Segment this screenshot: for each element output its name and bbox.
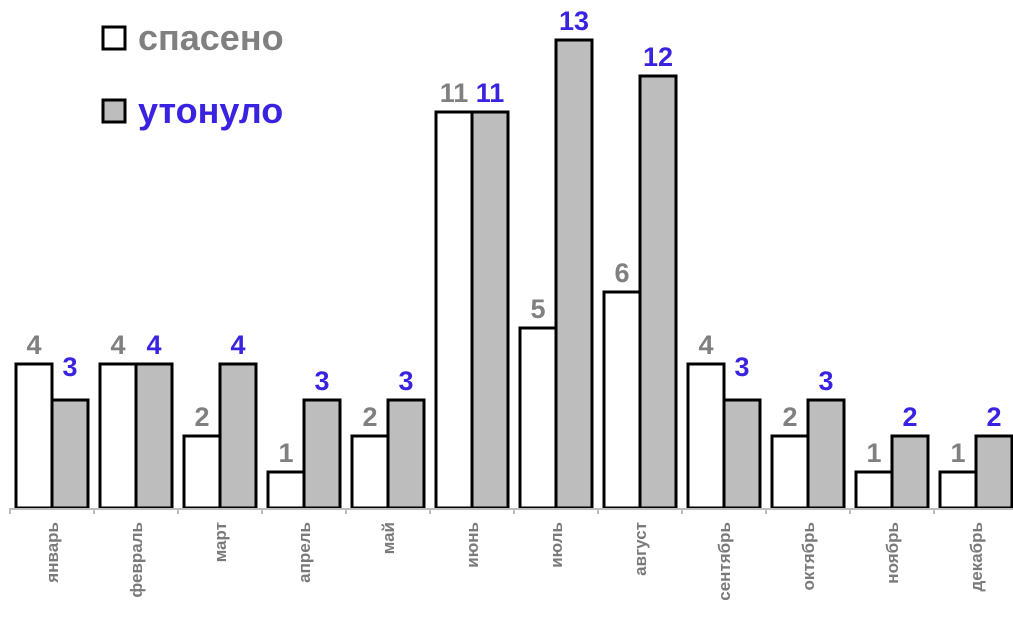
value-label-drowned-4: 3 [398,366,413,396]
bar-saved-6 [518,326,558,510]
value-label-drowned-7: 12 [643,42,673,72]
value-label-drowned-3: 3 [314,366,329,396]
bar-saved-7 [602,290,642,510]
value-label-saved-7: 6 [614,258,629,288]
value-label-saved-5: 11 [440,78,469,108]
x-tick-label-3: апрель [295,522,314,583]
x-tick-label-10: ноябрь [883,522,902,584]
bar-saved-10 [854,470,894,510]
bar-drowned-9 [806,398,846,510]
bar-saved-9 [770,434,810,510]
x-tick-label-11: декабрь [967,522,986,592]
value-label-drowned-6: 13 [559,6,589,36]
legend-label-saved: спасено [138,17,284,58]
x-tick-label-6: июль [547,522,566,568]
bar-drowned-6 [554,38,594,510]
bar-saved-8 [686,362,726,510]
legend-label-drowned: утонуло [138,90,283,131]
bar-drowned-8 [722,398,762,510]
value-label-saved-10: 1 [866,438,881,468]
bar-drowned-3 [302,398,342,510]
legend: спасено утонуло [101,17,284,131]
legend-swatch-saved [101,25,127,51]
bars [14,38,1013,510]
bar-drowned-4 [386,398,426,510]
value-label-drowned-0: 3 [62,352,77,382]
bar-saved-5 [434,110,474,510]
value-label-drowned-2: 4 [230,330,245,360]
x-tick-labels: январь февраль март апрель май июнь июль август… [43,522,986,601]
bar-saved-4 [350,434,390,510]
value-label-saved-1: 4 [110,330,125,360]
legend-swatch-drowned [101,98,127,124]
x-tick-label-5: июнь [463,522,482,568]
bar-saved-3 [266,470,306,510]
value-label-saved-4: 2 [362,402,377,432]
value-label-saved-8: 4 [698,330,713,360]
value-label-drowned-1: 4 [146,330,161,360]
x-ticks [9,508,935,514]
bar-drowned-0 [50,398,90,510]
bar-drowned-1 [134,362,174,510]
x-tick-label-7: август [631,522,650,576]
x-tick-label-8: сентябрь [715,522,734,601]
bar-drowned-11 [974,434,1013,510]
bar-drowned-2 [218,362,258,510]
bar-saved-11 [938,470,978,510]
x-tick-label-2: март [211,522,230,562]
value-label-drowned-10: 2 [902,402,917,432]
bar-saved-1 [98,362,138,510]
bar-saved-0 [14,362,54,510]
value-label-drowned-5: 11 [476,78,505,108]
value-label-saved-2: 2 [194,402,209,432]
x-tick-label-1: февраль [127,522,146,598]
value-label-drowned-11: 2 [986,402,1001,432]
value-label-saved-11: 1 [950,438,965,468]
bar-drowned-10 [890,434,930,510]
bar-saved-2 [182,434,222,510]
x-tick-label-4: май [379,522,398,554]
bar-drowned-7 [638,74,678,510]
value-label-saved-6: 5 [530,294,545,324]
value-label-saved-3: 1 [278,438,293,468]
bar-drowned-5 [470,110,510,510]
value-label-saved-0: 4 [26,330,41,360]
value-label-drowned-9: 3 [818,366,833,396]
value-label-saved-9: 2 [782,402,797,432]
x-tick-label-9: октябрь [799,522,818,590]
value-label-drowned-8: 3 [734,352,749,382]
x-tick-label-0: январь [43,522,62,584]
